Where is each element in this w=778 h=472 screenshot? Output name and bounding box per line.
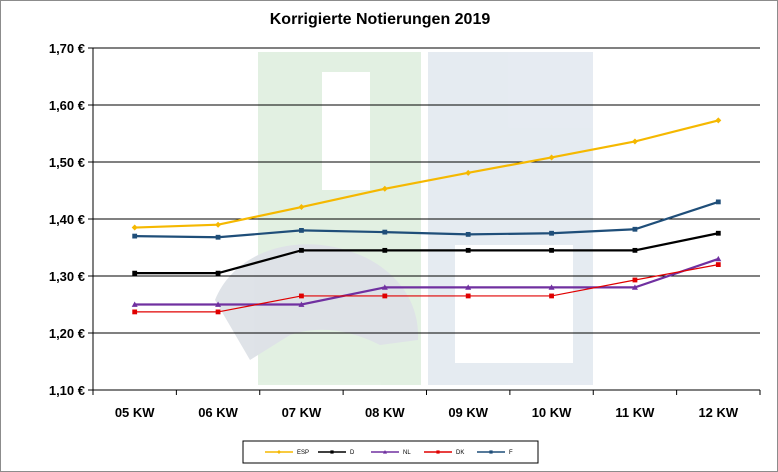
legend-item-d: D bbox=[318, 450, 355, 456]
data-point bbox=[382, 247, 388, 253]
data-point bbox=[382, 229, 388, 235]
data-point bbox=[330, 450, 334, 454]
data-point bbox=[715, 255, 722, 262]
series-dk bbox=[132, 262, 721, 315]
series-group bbox=[131, 117, 722, 315]
data-point bbox=[632, 247, 638, 253]
x-tick-label: 05 KW bbox=[115, 405, 155, 420]
data-point bbox=[381, 185, 388, 192]
x-tick-label: 10 KW bbox=[532, 405, 572, 420]
y-tick-label: 1,40 € bbox=[49, 212, 85, 227]
x-tick-label: 12 KW bbox=[698, 405, 738, 420]
data-point bbox=[632, 226, 638, 232]
data-point bbox=[383, 450, 387, 454]
legend-label: NL bbox=[403, 450, 411, 456]
data-point bbox=[489, 450, 493, 454]
data-point bbox=[632, 277, 638, 283]
y-axis: 1,10 € 1,20 € 1,30 € 1,40 € 1,50 € 1,60 € 1,70… bbox=[49, 41, 94, 398]
data-point bbox=[132, 233, 138, 239]
series-line bbox=[134, 200, 719, 239]
y-tick-label: 1,50 € bbox=[49, 155, 85, 170]
x-tick-label: 07 KW bbox=[282, 405, 322, 420]
data-point bbox=[631, 138, 638, 145]
legend-item-dk: DK bbox=[424, 450, 464, 456]
data-point bbox=[549, 247, 554, 253]
data-point bbox=[299, 293, 304, 299]
data-point bbox=[215, 301, 222, 307]
legend-item-esp: ESP bbox=[265, 450, 309, 456]
data-point bbox=[548, 154, 555, 161]
data-point bbox=[715, 262, 721, 267]
data-point bbox=[131, 224, 138, 231]
legend-label: DK bbox=[456, 450, 464, 456]
legend: ESP D NL DK F bbox=[242, 440, 539, 464]
data-point bbox=[299, 247, 304, 253]
x-tick-label: 08 KW bbox=[365, 405, 405, 420]
data-point bbox=[715, 117, 722, 124]
y-tick-label: 1,60 € bbox=[49, 98, 85, 113]
data-point bbox=[465, 293, 471, 299]
data-point bbox=[549, 293, 554, 299]
x-axis: 05 KW 06 KW 07 KW 08 KW 09 KW 10 KW 11 KW 12 KW bbox=[92, 389, 761, 420]
data-point bbox=[298, 204, 305, 211]
data-point bbox=[215, 234, 221, 240]
gridlines bbox=[93, 47, 760, 391]
chart-title: Korrigierte Notierungen 2019 bbox=[270, 11, 491, 28]
legend-label: F bbox=[509, 450, 513, 456]
series-line bbox=[134, 232, 719, 275]
y-tick-label: 1,10 € bbox=[49, 383, 85, 398]
x-tick-label: 11 KW bbox=[615, 405, 655, 420]
data-point bbox=[715, 230, 721, 236]
y-tick-label: 1,30 € bbox=[49, 269, 85, 284]
data-point bbox=[465, 247, 471, 253]
series-nl bbox=[131, 255, 722, 307]
data-point bbox=[215, 221, 222, 228]
data-point bbox=[465, 231, 471, 237]
x-tick-label: 09 KW bbox=[448, 405, 488, 420]
legend-item-nl: NL bbox=[371, 450, 411, 456]
y-tick-label: 1,20 € bbox=[49, 326, 85, 341]
legend-label: D bbox=[350, 450, 355, 456]
y-tick-label: 1,70 € bbox=[49, 41, 85, 56]
legend-item-f: F bbox=[477, 450, 513, 456]
data-point bbox=[132, 309, 138, 315]
data-point bbox=[548, 284, 555, 290]
data-point bbox=[631, 284, 638, 290]
data-point bbox=[299, 228, 304, 233]
series-d bbox=[132, 230, 721, 276]
data-point bbox=[298, 301, 305, 307]
data-point bbox=[277, 450, 281, 454]
series-esp bbox=[131, 117, 722, 231]
data-point bbox=[381, 284, 388, 290]
data-point bbox=[715, 199, 721, 205]
x-tick-label: 06 KW bbox=[198, 405, 238, 420]
data-point bbox=[215, 270, 221, 276]
data-point bbox=[465, 169, 472, 176]
data-point bbox=[132, 270, 138, 276]
series-f bbox=[132, 199, 721, 240]
legend-label: ESP bbox=[297, 450, 309, 456]
series-line bbox=[134, 264, 719, 313]
data-point bbox=[465, 284, 472, 290]
data-point bbox=[131, 301, 138, 307]
data-point bbox=[215, 309, 221, 315]
data-point bbox=[382, 293, 388, 299]
series-line bbox=[134, 119, 719, 229]
series-line bbox=[134, 257, 719, 306]
data-point bbox=[549, 230, 554, 236]
data-point bbox=[436, 450, 440, 454]
